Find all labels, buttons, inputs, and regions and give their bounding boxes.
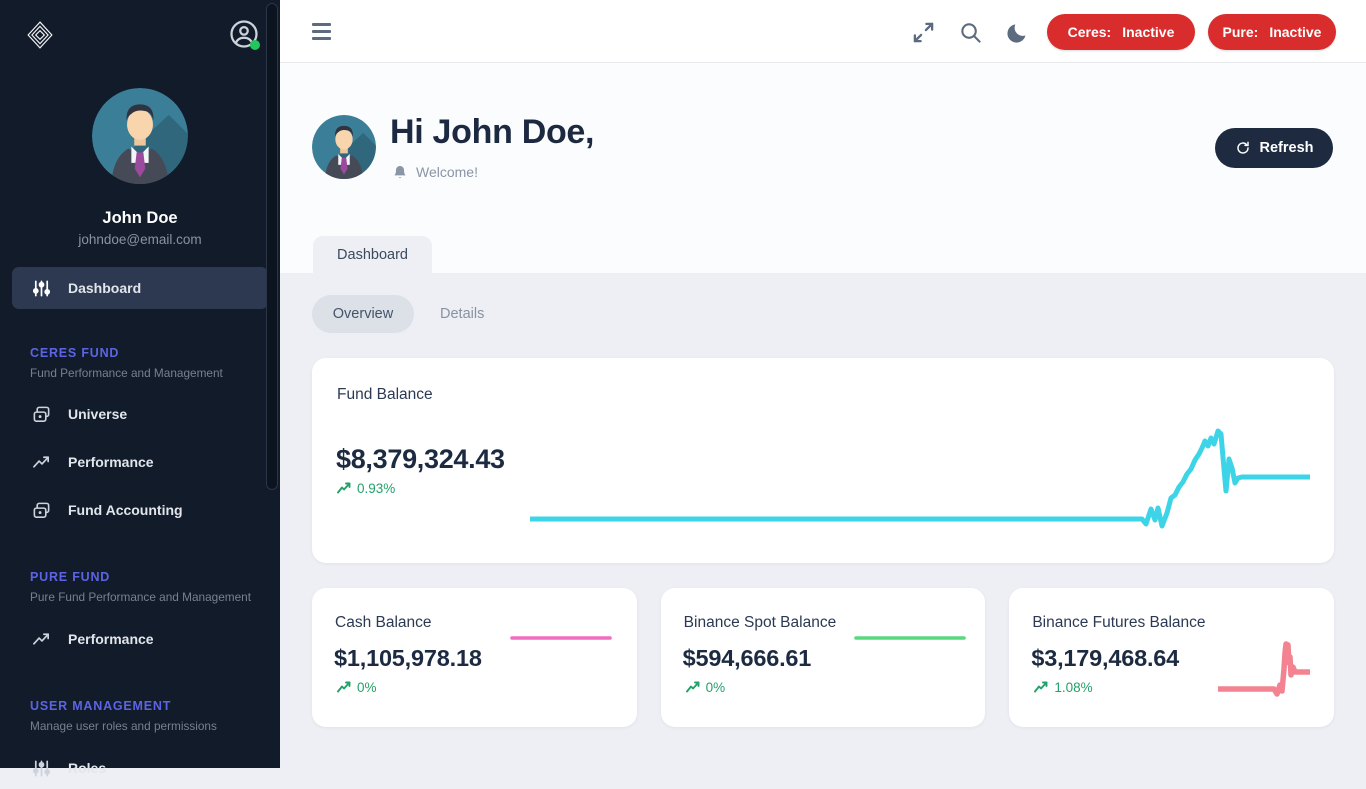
sidebar-item-roles[interactable]: Roles — [12, 747, 268, 789]
account-icon[interactable] — [229, 19, 260, 50]
trend-up-icon — [337, 482, 351, 494]
refresh-label: Refresh — [1259, 140, 1314, 156]
cards-icon — [33, 502, 50, 518]
brand-logo-icon — [27, 21, 53, 49]
online-status-dot — [250, 40, 260, 50]
dark-mode-moon-icon[interactable] — [1006, 21, 1029, 44]
section-subtitle: Pure Fund Performance and Management — [30, 590, 251, 604]
cash-balance-value: $1,105,978.18 — [334, 645, 482, 671]
change-indicator: 0% — [337, 680, 377, 695]
greeting-avatar — [312, 115, 376, 179]
user-email: johndoe@email.com — [78, 232, 202, 247]
topbar: Ceres: Inactive Pure: Inactive — [280, 0, 1366, 63]
badge-status: Inactive — [1269, 24, 1322, 40]
change-value: 0% — [357, 680, 377, 695]
sidebar-item-dashboard[interactable]: Dashboard — [12, 267, 268, 309]
binance-futures-balance-value: $3,179,468.64 — [1031, 645, 1180, 671]
menu-toggle-icon[interactable] — [312, 23, 331, 40]
fullscreen-icon[interactable] — [912, 21, 935, 44]
cash-balance-card: Cash Balance $1,105,978.18 0% — [312, 588, 637, 727]
card-title: Binance Futures Balance — [1032, 614, 1206, 631]
badge-label: Ceres: — [1067, 24, 1112, 40]
badge-status: Inactive — [1122, 24, 1175, 40]
trend-up-icon — [685, 681, 700, 693]
sidebar-scrollbar[interactable] — [266, 3, 278, 490]
refresh-button[interactable]: Refresh — [1215, 128, 1333, 168]
trend-up-icon — [1034, 681, 1048, 693]
sidebar-item-label: Performance — [68, 631, 154, 647]
sidebar-item-label: Dashboard — [68, 280, 142, 296]
binance-spot-sparkline — [853, 636, 966, 640]
sidebar-item-label: Performance — [68, 454, 154, 470]
fund-balance-sparkline — [530, 428, 1310, 529]
fund-balance-card: Fund Balance $8,379,324.43 0.93% — [312, 358, 1334, 563]
trend-up-icon — [337, 681, 351, 693]
greeting-section: Hi John Doe, Welcome! Refresh Dashboard — [280, 63, 1366, 273]
trending-up-icon — [33, 632, 50, 645]
sparkline-path — [1218, 641, 1311, 697]
main-area: Ceres: Inactive Pure: Inactive Hi John D… — [280, 0, 1366, 768]
pure-status-badge[interactable]: Pure: Inactive — [1208, 14, 1336, 50]
card-title: Cash Balance — [335, 614, 432, 631]
change-indicator: 1.08% — [1034, 680, 1093, 695]
binance-spot-balance-value: $594,666.61 — [682, 645, 812, 671]
section-title-user-management: USER MANAGEMENT — [30, 699, 172, 713]
sliders-icon — [32, 760, 51, 776]
change-indicator: 0% — [685, 680, 726, 695]
sidebar-item-performance-pure[interactable]: Performance — [12, 618, 268, 660]
section-title-pure-fund: PURE FUND — [30, 570, 111, 584]
change-indicator: 0.93% — [337, 481, 395, 496]
card-title: Binance Spot Balance — [683, 614, 837, 631]
trending-up-icon — [33, 455, 50, 468]
change-value: 1.08% — [1054, 680, 1093, 695]
binance-futures-balance-card: Binance Futures Balance $3,179,468.64 1.… — [1009, 588, 1335, 727]
sliders-icon — [32, 280, 51, 296]
card-title: Fund Balance — [337, 386, 433, 403]
change-value: 0% — [705, 680, 726, 695]
refresh-icon — [1236, 141, 1249, 154]
search-icon[interactable] — [959, 21, 982, 44]
balance-cards-row: Cash Balance $1,105,978.18 0% Binance Sp… — [312, 588, 1335, 727]
user-name: John Doe — [102, 209, 178, 227]
bell-icon — [394, 166, 406, 179]
welcome-text: Welcome! — [416, 164, 478, 180]
section-subtitle: Manage user roles and permissions — [30, 719, 217, 733]
cash-balance-sparkline — [510, 636, 612, 640]
sidebar-item-label: Universe — [68, 406, 128, 422]
binance-futures-sparkline — [1218, 641, 1311, 697]
user-avatar — [92, 88, 188, 184]
section-title-ceres-fund: CERES FUND — [30, 346, 120, 360]
sidebar-item-label: Fund Accounting — [68, 502, 183, 518]
sparkline-path — [530, 428, 1310, 529]
sidebar-item-universe[interactable]: Universe — [12, 393, 268, 435]
badge-label: Pure: — [1222, 24, 1259, 40]
ceres-status-badge[interactable]: Ceres: Inactive — [1047, 14, 1195, 50]
tab-dashboard[interactable]: Dashboard — [313, 236, 432, 273]
fund-balance-value: $8,379,324.43 — [336, 444, 505, 474]
binance-spot-balance-card: Binance Spot Balance $594,666.61 0% — [660, 588, 986, 727]
dashboard-content: Overview Details Fund Balance $8,379,324… — [280, 273, 1366, 768]
page-title: Hi John Doe, — [390, 113, 595, 151]
sidebar-item-label: Roles — [68, 760, 107, 776]
change-value: 0.93% — [357, 481, 396, 496]
section-subtitle: Fund Performance and Management — [30, 366, 223, 380]
sidebar-item-fund-accounting[interactable]: Fund Accounting — [12, 489, 268, 531]
sidebar: John Doe johndoe@email.com Dashboard CER… — [0, 0, 280, 776]
cards-icon — [33, 406, 50, 422]
sidebar-item-performance-ceres[interactable]: Performance — [12, 441, 268, 483]
subtab-details[interactable]: Details — [440, 306, 485, 322]
subtab-overview[interactable]: Overview — [312, 295, 414, 333]
